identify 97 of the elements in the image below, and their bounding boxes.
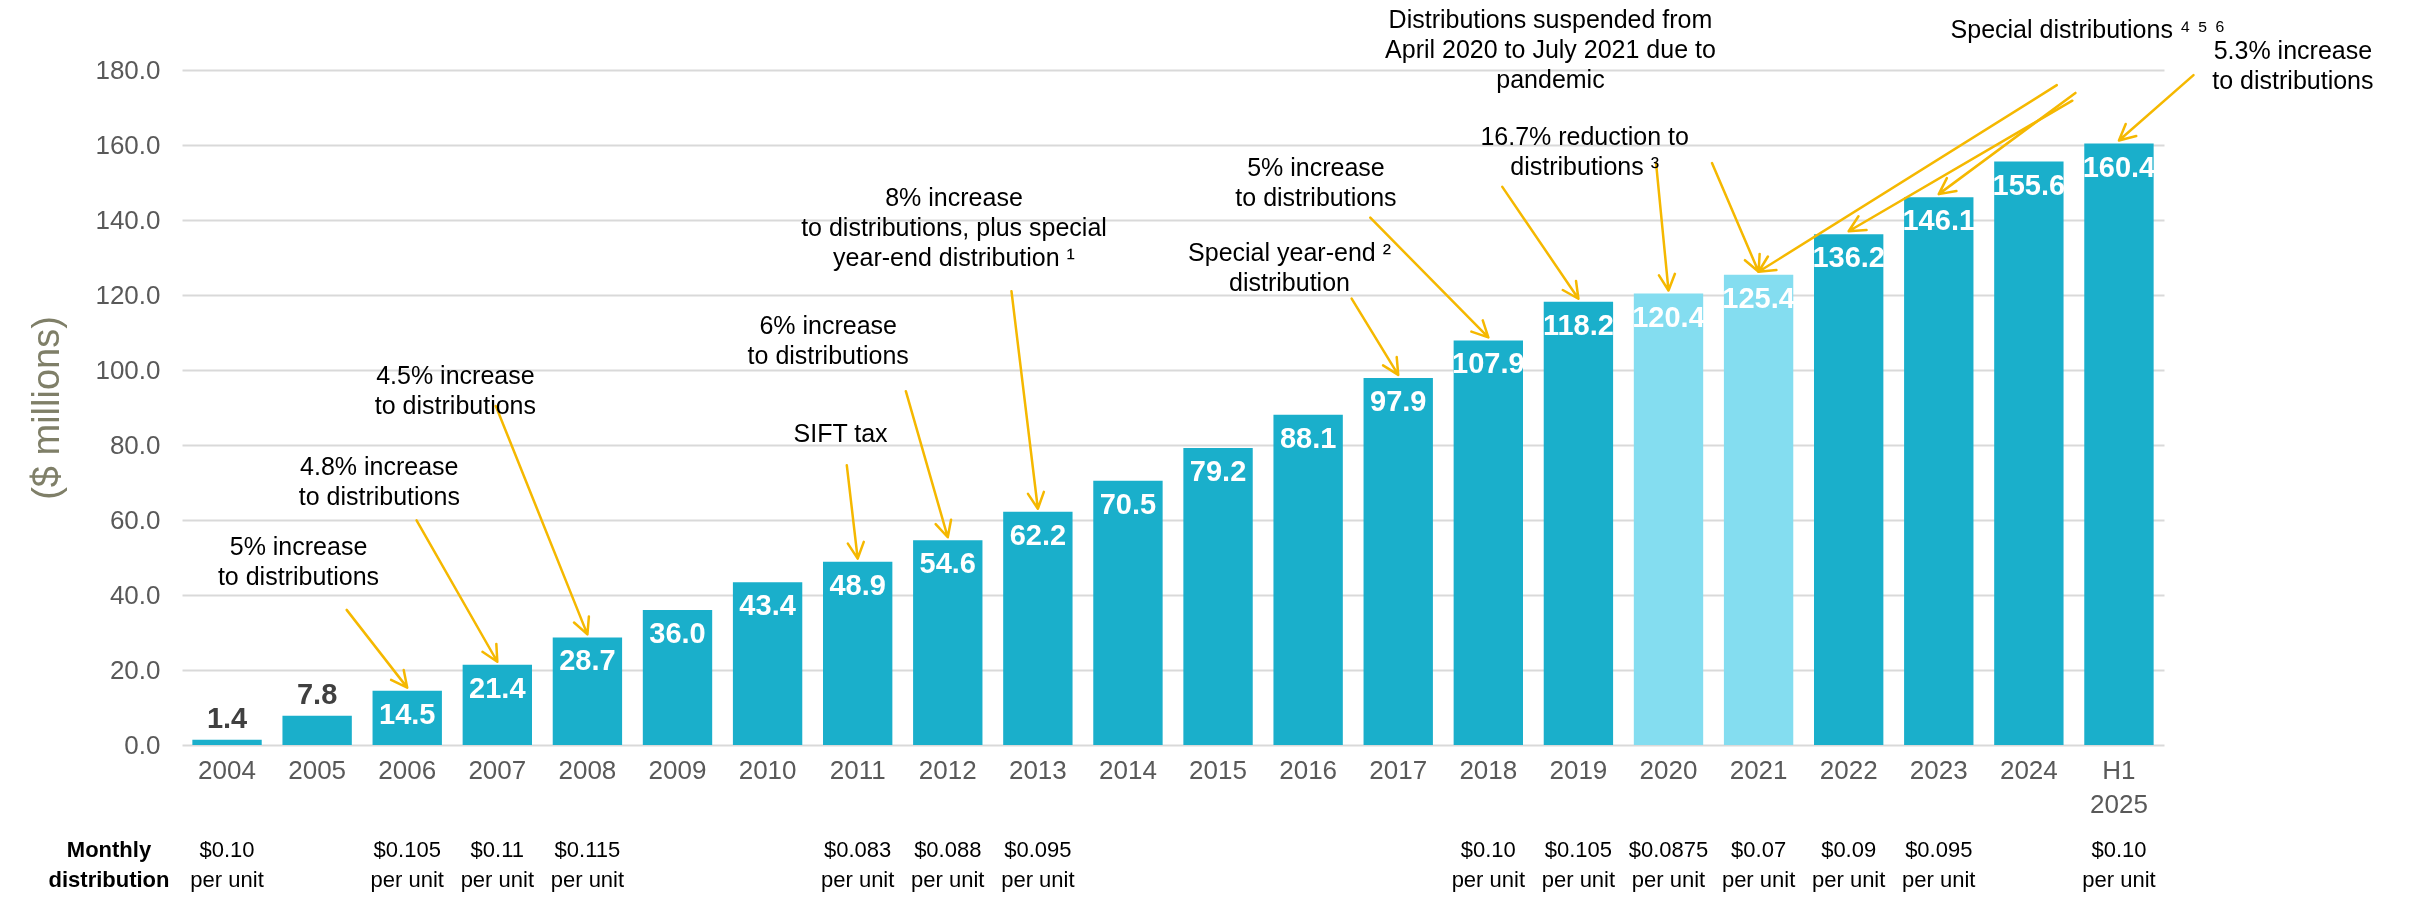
y-tick-label: 40.0	[109, 579, 161, 610]
annotation: 4.8% increase to distributions	[298, 452, 460, 511]
bar	[1814, 234, 1884, 745]
data-label: 160.4	[2082, 150, 2156, 183]
bar	[1904, 197, 1974, 745]
data-label: 79.2	[1189, 455, 1247, 487]
bar	[1183, 448, 1253, 745]
bar	[192, 739, 262, 745]
data-label: 118.2	[1542, 308, 1614, 341]
text: Monthly distribution	[48, 837, 170, 892]
bar	[1363, 377, 1433, 745]
y-tick-label: 180.0	[95, 54, 161, 85]
text: $0.09 per unit	[1811, 837, 1886, 892]
bar	[732, 582, 803, 745]
annotation: 16.7% reduction to distributions ³	[1480, 121, 1689, 180]
text: $0.11 per unit	[460, 837, 535, 892]
annotation: 4.5% increase to distributions	[374, 361, 537, 420]
text: $0.0875 per unit	[1628, 837, 1709, 892]
x-tick-label: 2015	[1189, 754, 1247, 785]
text: $0.083 per unit	[820, 837, 895, 892]
y-tick-label: 80.0	[109, 429, 161, 460]
bar	[282, 715, 352, 745]
x-tick-label: H1 2025	[2090, 754, 2148, 819]
bar	[642, 610, 713, 745]
x-tick-label: 2018	[1459, 754, 1518, 785]
x-tick-label: 2012	[918, 754, 977, 785]
y-tick-label: 100.0	[95, 354, 161, 385]
annotation: 5% increase to distributions	[217, 532, 380, 591]
data-label: 155.6	[1992, 168, 2066, 201]
text: $0.105 per unit	[370, 837, 444, 892]
x-tick-label: 2013	[1008, 754, 1067, 785]
text: $0.095 per unit	[1001, 837, 1075, 892]
annotation: Special year-end ² distribution	[1188, 238, 1391, 297]
bar	[1543, 301, 1614, 745]
x-tick-label: 2020	[1639, 754, 1698, 785]
data-label: 36.0	[649, 617, 706, 649]
x-tick-label: 2019	[1549, 754, 1608, 785]
data-label: 48.9	[829, 568, 886, 601]
x-tick-label: 2009	[648, 754, 707, 785]
bar	[462, 664, 532, 745]
text: $0.115 per unit	[550, 837, 625, 892]
bar	[1273, 414, 1343, 745]
text: $0.105 per unit	[1541, 837, 1616, 892]
text: $0.088 per unit	[911, 837, 985, 892]
x-tick-label: 2006	[378, 754, 437, 785]
data-label: 97.9	[1370, 384, 1427, 417]
bar	[552, 637, 623, 745]
y-tick-label: 20.0	[109, 654, 161, 685]
x-tick-label: 2004	[198, 754, 256, 785]
bar	[1003, 511, 1073, 745]
y-tick-label: 0.0	[124, 729, 161, 760]
y-tick-label: 60.0	[109, 504, 161, 535]
text: $0.10 per unit	[1451, 837, 1526, 892]
x-tick-label: 2024	[1999, 754, 2058, 785]
x-tick-label: 2007	[468, 754, 527, 785]
data-label: 43.4	[739, 589, 796, 622]
x-tick-label: 2005	[288, 754, 347, 785]
data-label: 146.1	[1902, 204, 1976, 237]
y-tick-label: 120.0	[95, 279, 161, 310]
annotation: 6% increase to distributions	[747, 310, 909, 369]
annotation: SIFT tax	[793, 418, 889, 447]
text: $0.095 per unit	[1902, 837, 1976, 892]
text: $0.07 per unit	[1721, 837, 1796, 892]
bar	[823, 561, 893, 745]
x-tick-label: 2016	[1279, 754, 1338, 785]
text: $0.10 per unit	[190, 837, 264, 892]
data-label: 7.8	[296, 677, 338, 710]
x-tick-label: 2008	[558, 754, 617, 785]
x-tick-label: 2014	[1099, 754, 1157, 785]
y-tick-label: 160.0	[95, 129, 161, 160]
data-label: 1.4	[206, 701, 248, 734]
bar	[1093, 480, 1163, 745]
data-label: 14.5	[379, 697, 436, 730]
data-label: 70.5	[1099, 487, 1157, 520]
bar	[1723, 274, 1794, 745]
x-tick-label: 2010	[738, 754, 797, 785]
bar	[2084, 143, 2154, 745]
bar	[1633, 293, 1704, 745]
annotation: 5% increase to distributions	[1235, 152, 1397, 211]
x-tick-label: 2022	[1819, 754, 1878, 785]
x-tick-label: 2023	[1909, 754, 1968, 785]
x-tick-label: 2017	[1369, 754, 1428, 785]
bar	[1994, 161, 2064, 745]
data-label: 88.1	[1279, 421, 1337, 454]
data-label: 21.4	[469, 671, 526, 704]
data-label: 54.6	[919, 547, 976, 580]
data-label: 28.7	[559, 644, 616, 677]
bar	[1453, 340, 1523, 745]
annotation: Distributions suspended from April 2020 to July 2021 due to pandemic	[1385, 4, 1716, 93]
bar	[913, 540, 983, 745]
y-tick-label: 140.0	[95, 204, 161, 235]
x-tick-label: 2021	[1729, 754, 1788, 785]
data-label: 62.2	[1009, 518, 1067, 551]
x-tick-label: 2011	[829, 754, 886, 785]
annotation: 8% increase to distributions, plus special year-end distribution ¹	[801, 182, 1107, 271]
text: $0.10 per unit	[2082, 837, 2156, 892]
y-axis-title: ($ millions)	[25, 316, 68, 500]
